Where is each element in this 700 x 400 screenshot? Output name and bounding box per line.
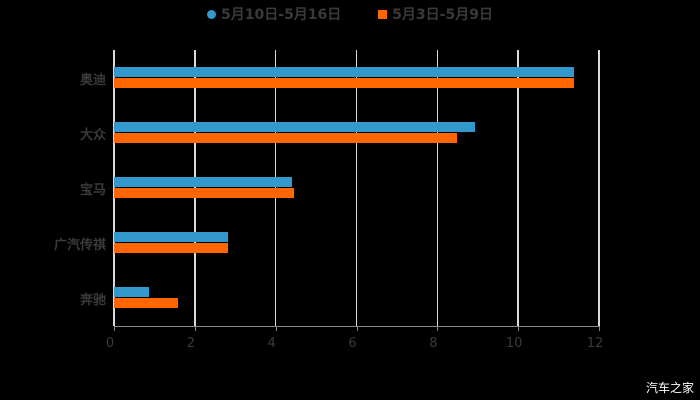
x-tick-label: 4 [267, 336, 276, 351]
y-category-label: 宝马 [79, 183, 106, 198]
legend-label-series1: 5月10日-5月16日 [221, 7, 342, 23]
legend-item-series1[interactable]: 5月10日-5月16日 [207, 4, 341, 24]
legend-marker-series2 [378, 9, 388, 19]
gridline [436, 50, 439, 326]
axis-tick [275, 326, 277, 331]
bar-series1[interactable] [114, 232, 228, 242]
axis-tick [599, 326, 600, 331]
bar-series2[interactable] [114, 188, 295, 198]
x-tick-label: 8 [429, 336, 438, 351]
bar-series2[interactable] [114, 133, 458, 143]
x-axis-line [114, 326, 600, 327]
axis-tick [194, 326, 196, 331]
x-tick-label: 0 [105, 336, 115, 351]
legend-marker-series1 [207, 9, 217, 19]
axis-tick [437, 326, 439, 331]
bar-series2[interactable] [114, 298, 178, 308]
axis-tick [114, 326, 115, 331]
bar-series1[interactable] [114, 287, 150, 297]
x-tick-label: 6 [348, 336, 357, 351]
bar-series1[interactable] [114, 177, 293, 187]
legend-item-series2[interactable]: 5月3日-5月9日 [378, 4, 493, 24]
y-category-label: 大众 [79, 128, 106, 143]
watermark: 汽车之家 [645, 381, 694, 395]
x-tick-label: 2 [186, 336, 195, 351]
legend: 5月10日-5月16日 5月3日-5月9日 [0, 4, 700, 24]
gridline [517, 50, 519, 326]
x-tick-label: 12 [586, 336, 604, 351]
legend-label-series2: 5月3日-5月9日 [392, 7, 493, 23]
bar-series2[interactable] [114, 243, 228, 253]
bar-series2[interactable] [114, 78, 574, 88]
bar-series1[interactable] [114, 67, 574, 77]
y-category-label: 奔驰 [79, 293, 106, 308]
gridline [355, 50, 358, 326]
x-tick-label: 10 [505, 336, 523, 351]
y-category-label: 广汽传祺 [53, 238, 106, 253]
axis-tick [518, 326, 520, 331]
gridline [598, 50, 600, 326]
bar-series1[interactable] [114, 122, 475, 132]
y-category-label: 奥迪 [79, 73, 106, 88]
axis-tick [356, 326, 358, 331]
